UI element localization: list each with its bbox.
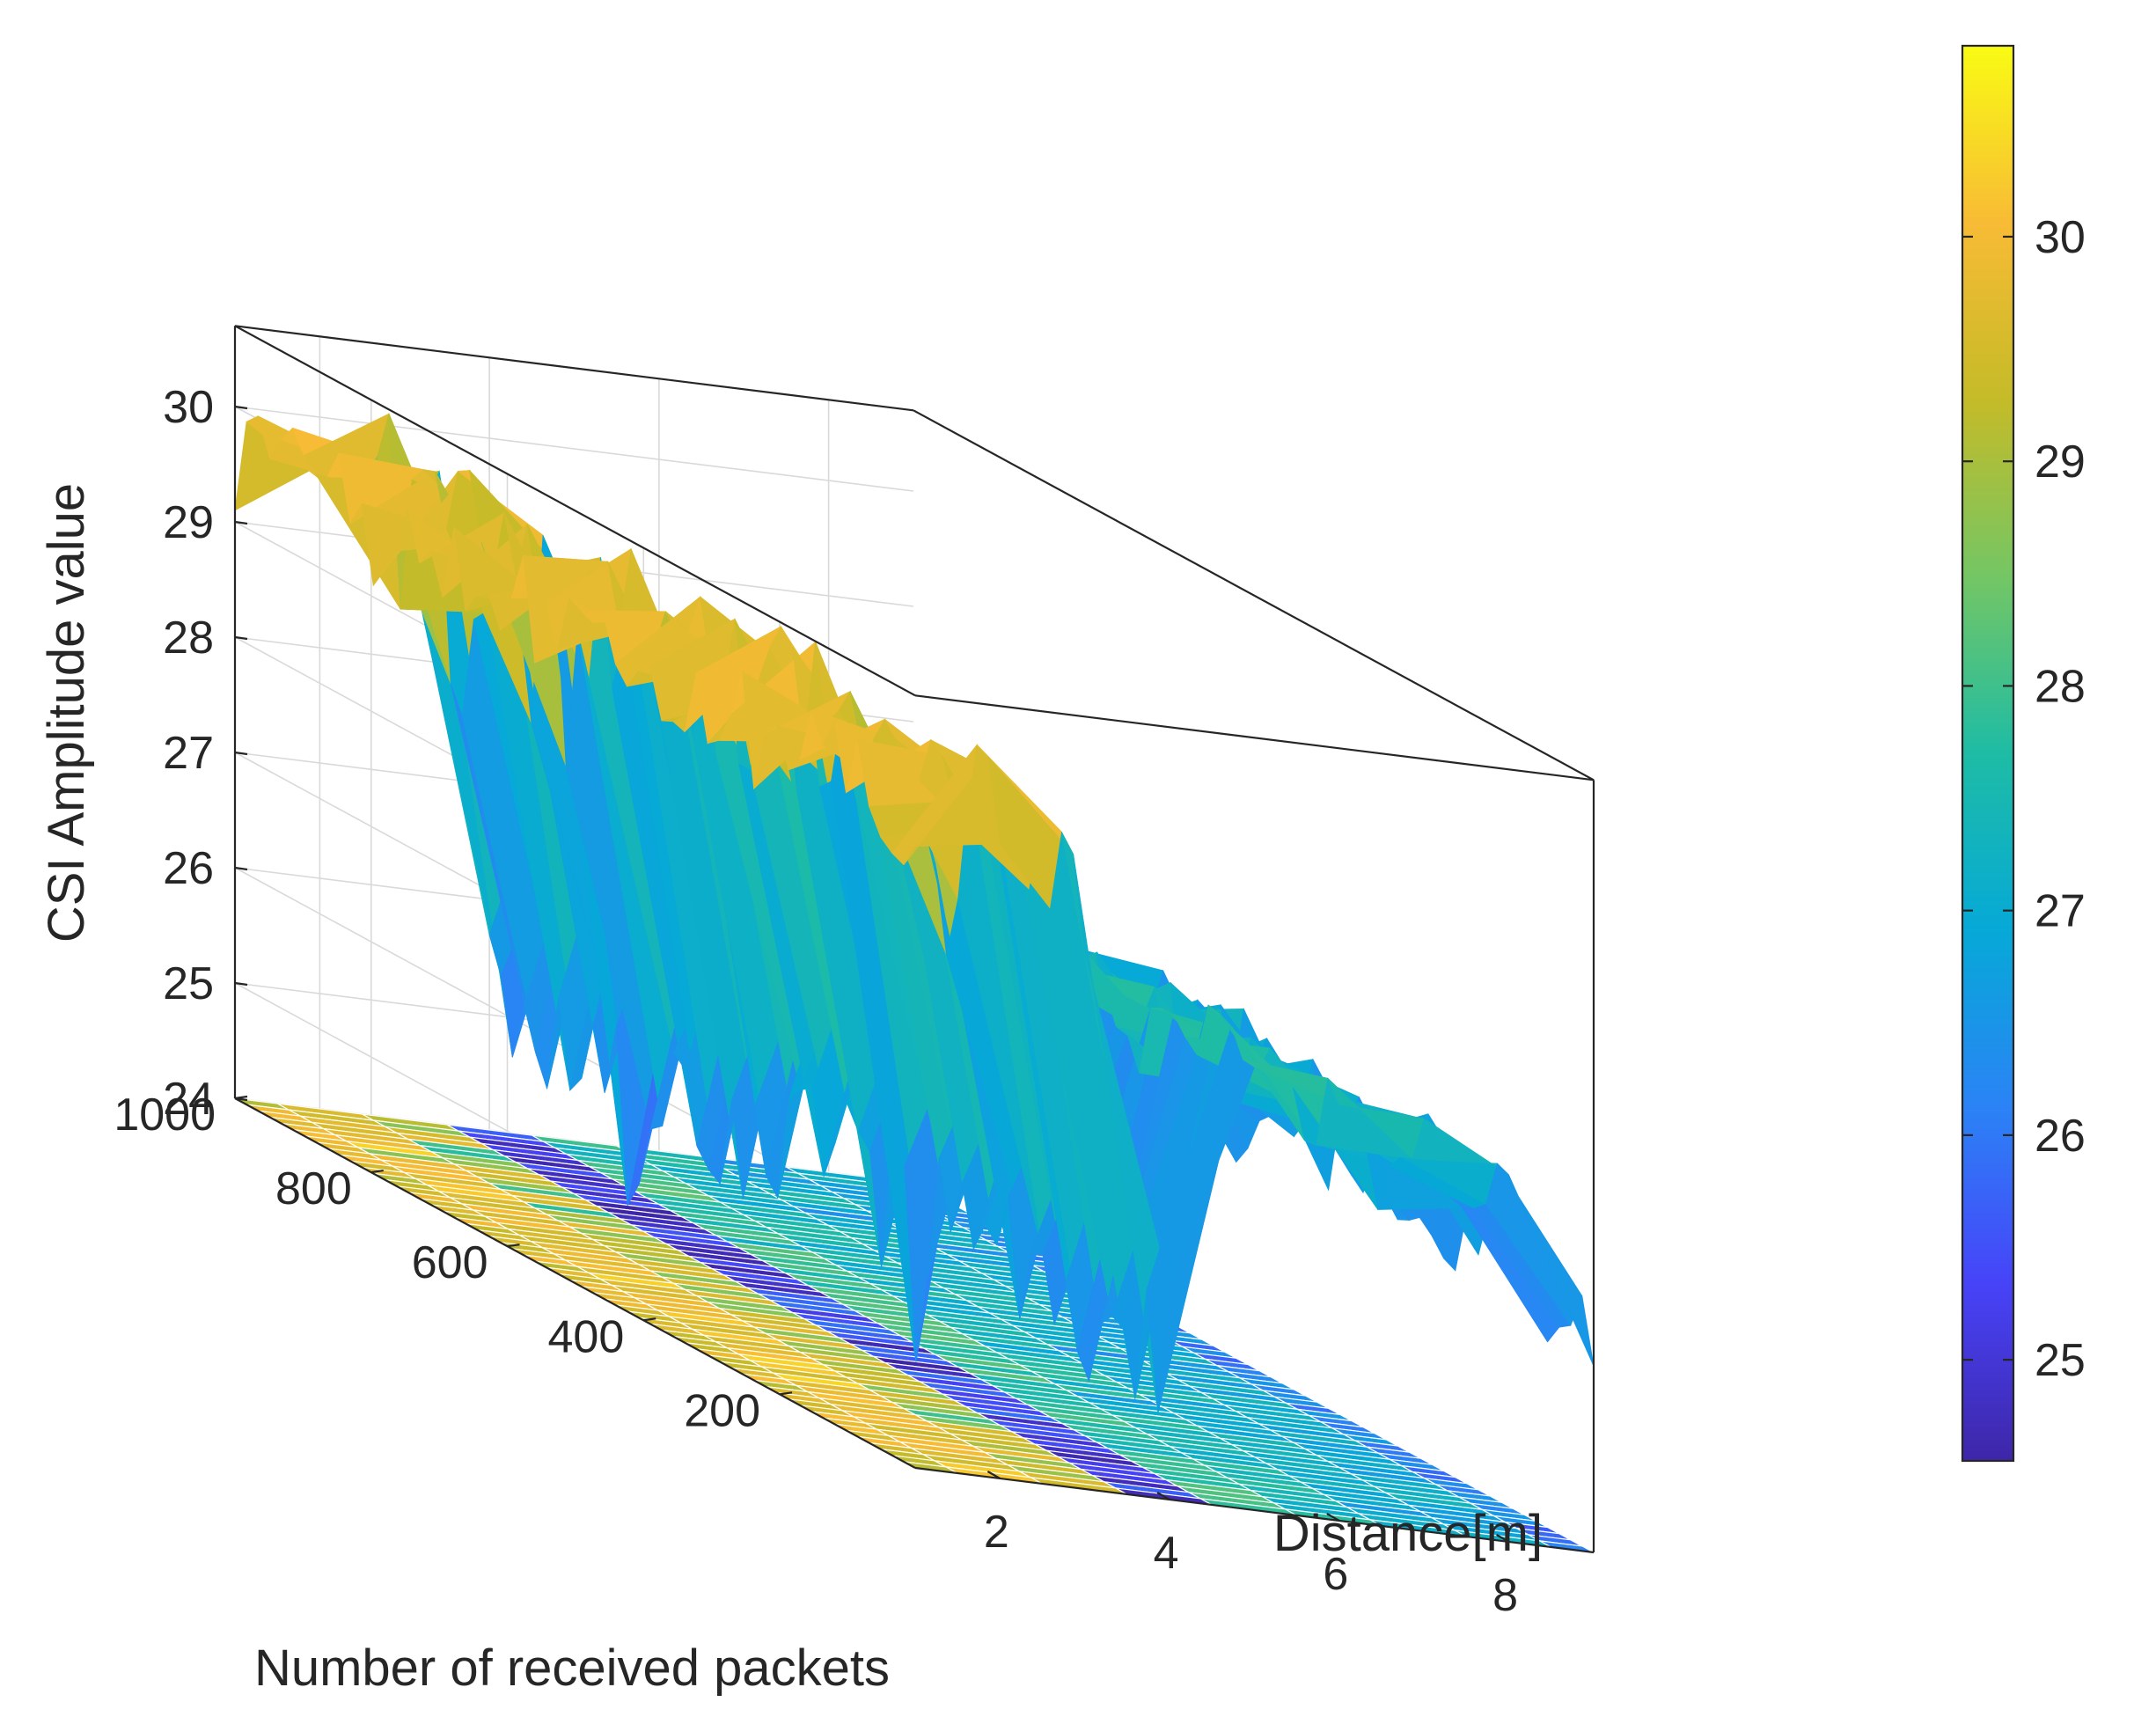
z-tick-label: 25 — [163, 958, 214, 1009]
colorbar-tick-label: 29 — [2035, 437, 2086, 488]
y-tick-mark — [779, 1391, 793, 1396]
z-tick-label: 28 — [163, 613, 214, 664]
colorbar-ticks: 25 26 27 28 29 30 — [1962, 212, 2086, 1386]
z-tick-label: 30 — [163, 382, 214, 433]
y-tick-label: 600 — [412, 1237, 488, 1288]
x-axis-ticks: 2 4 6 8 — [984, 1471, 1518, 1621]
colorbar-gradient — [1961, 44, 2015, 1463]
y-tick-mark — [370, 1169, 384, 1174]
axes-box-edge — [234, 325, 916, 697]
colorbar-tick-label: 28 — [2035, 661, 2086, 712]
z-tick-label: 26 — [163, 843, 214, 894]
y-axis-ticks: 200 400 600 800 1000 — [114, 1089, 793, 1436]
x-tick-mark — [1326, 1513, 1340, 1522]
y-tick-label: 800 — [275, 1163, 352, 1214]
x-tick-label: 2 — [984, 1507, 1009, 1558]
axes-box — [233, 325, 1595, 1554]
y-tick-label: 200 — [684, 1385, 760, 1436]
axes-box-edge — [234, 1097, 916, 1469]
x-tick-mark — [1156, 1492, 1170, 1500]
x-tick-label: 6 — [1323, 1549, 1348, 1600]
y-axis-label: Number of received packets — [254, 1640, 890, 1697]
z-tick-mark — [234, 981, 248, 987]
z-axis-ticks: 24 25 26 27 28 29 30 — [163, 382, 248, 1125]
y-tick-mark — [643, 1317, 656, 1322]
y-tick-label: 400 — [547, 1311, 624, 1362]
colorbar: 25 26 27 28 29 30 — [1961, 44, 2086, 1463]
y-tick-label: 1000 — [114, 1089, 216, 1141]
axes-box-edge — [234, 325, 914, 412]
z-tick-mark — [234, 405, 248, 410]
axes-box-edge — [914, 1466, 1595, 1554]
x-tick-mark — [1496, 1534, 1510, 1543]
z-tick-label: 27 — [163, 728, 214, 779]
colorbar-tick-label: 25 — [2035, 1335, 2086, 1386]
y-tick-mark — [507, 1243, 520, 1248]
z-tick-mark — [234, 751, 248, 756]
z-tick-mark — [234, 866, 248, 871]
colorbar-tick-label: 30 — [2035, 212, 2086, 263]
surface-mesh — [234, 413, 1595, 1413]
floor-contour-projection — [234, 1097, 1595, 1553]
z-tick-mark — [234, 520, 248, 525]
x-axis-label: Distance[m] — [1273, 1505, 1543, 1562]
x-tick-label: 4 — [1154, 1528, 1179, 1579]
axes-box-edge — [914, 694, 1595, 781]
z-axis-label: CSI Amplitude value — [38, 483, 95, 943]
x-tick-label: 8 — [1492, 1570, 1518, 1621]
axes-box-edge — [913, 409, 1595, 781]
x-tick-mark — [986, 1471, 1001, 1479]
y-tick-mark — [234, 1095, 248, 1100]
colorbar-tick-label: 27 — [2035, 886, 2086, 937]
z-tick-label: 29 — [163, 497, 214, 548]
colorbar-tick-label: 26 — [2035, 1111, 2086, 1162]
z-tick-label: 24 — [163, 1074, 214, 1125]
z-tick-mark — [234, 635, 248, 641]
